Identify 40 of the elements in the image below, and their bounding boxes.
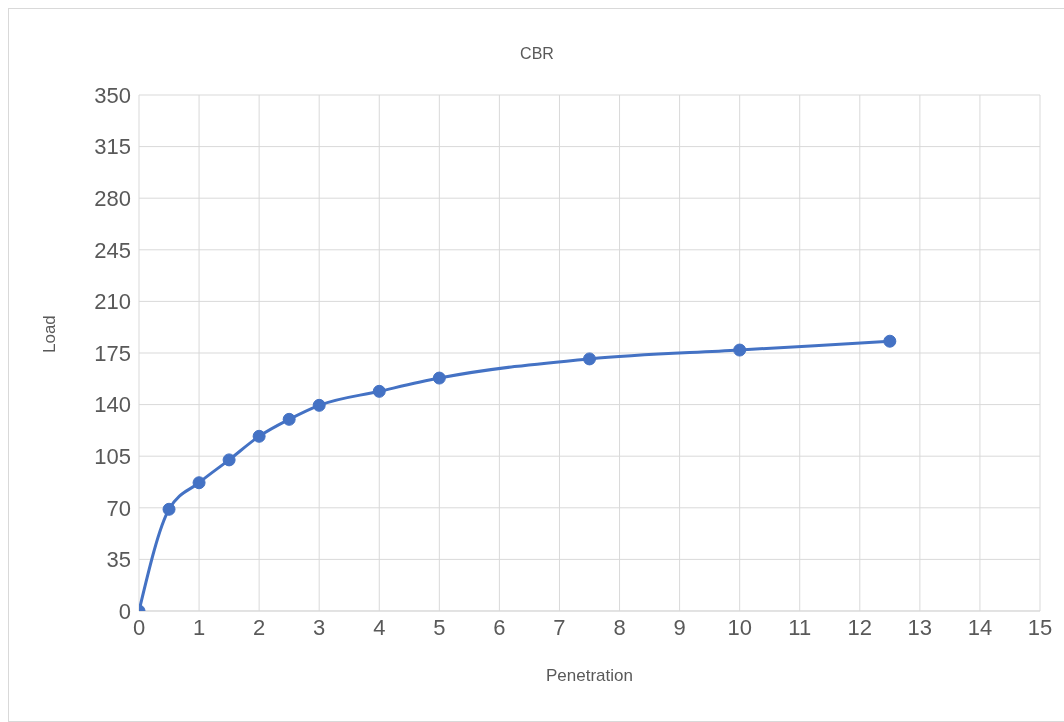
x-tick-label: 4 [373,614,386,640]
point [192,476,206,490]
y-axis-title: Load [40,315,60,353]
point [733,343,747,357]
chart-title: CBR [519,45,555,63]
x-tick-label: 6 [493,614,506,640]
x-tick-label: 3 [313,614,326,640]
point [432,371,446,385]
point [312,398,326,412]
y-tick-label: 280 [94,186,131,212]
x-tick-label: 8 [613,614,626,640]
y-tick-label: 70 [106,495,131,521]
y-tick-label: 350 [94,82,131,108]
point [883,334,897,348]
point [583,352,596,366]
y-tick-label: 140 [94,392,131,418]
y-tick-label: 210 [94,289,131,315]
y-tick-label: 245 [94,237,131,263]
x-axis-title: Penetration [546,666,633,685]
x-tick-label: 7 [553,614,566,640]
x-tick-label: 13 [907,614,933,640]
x-tick-label: 5 [433,614,446,640]
x-tick-label: 10 [727,614,752,640]
y-tick-label: 0 [118,598,131,624]
x-tick-label: 2 [253,614,266,640]
y-tick-label: 175 [94,340,131,366]
y-tick-label: 35 [106,547,131,573]
y-tick-label: 315 [94,134,131,160]
point [372,384,386,398]
x-tick-label: 14 [967,614,993,640]
x-tick-label: 9 [673,614,686,640]
y-tick-label: 105 [94,444,131,470]
x-tick-label: 1 [192,614,206,640]
x-tick-label: 15 [1027,614,1053,640]
x-tick-label: 12 [847,614,873,640]
point [252,429,266,443]
point [162,502,176,516]
point [222,453,236,467]
point [282,412,296,426]
x-tick-label: 11 [788,614,812,640]
